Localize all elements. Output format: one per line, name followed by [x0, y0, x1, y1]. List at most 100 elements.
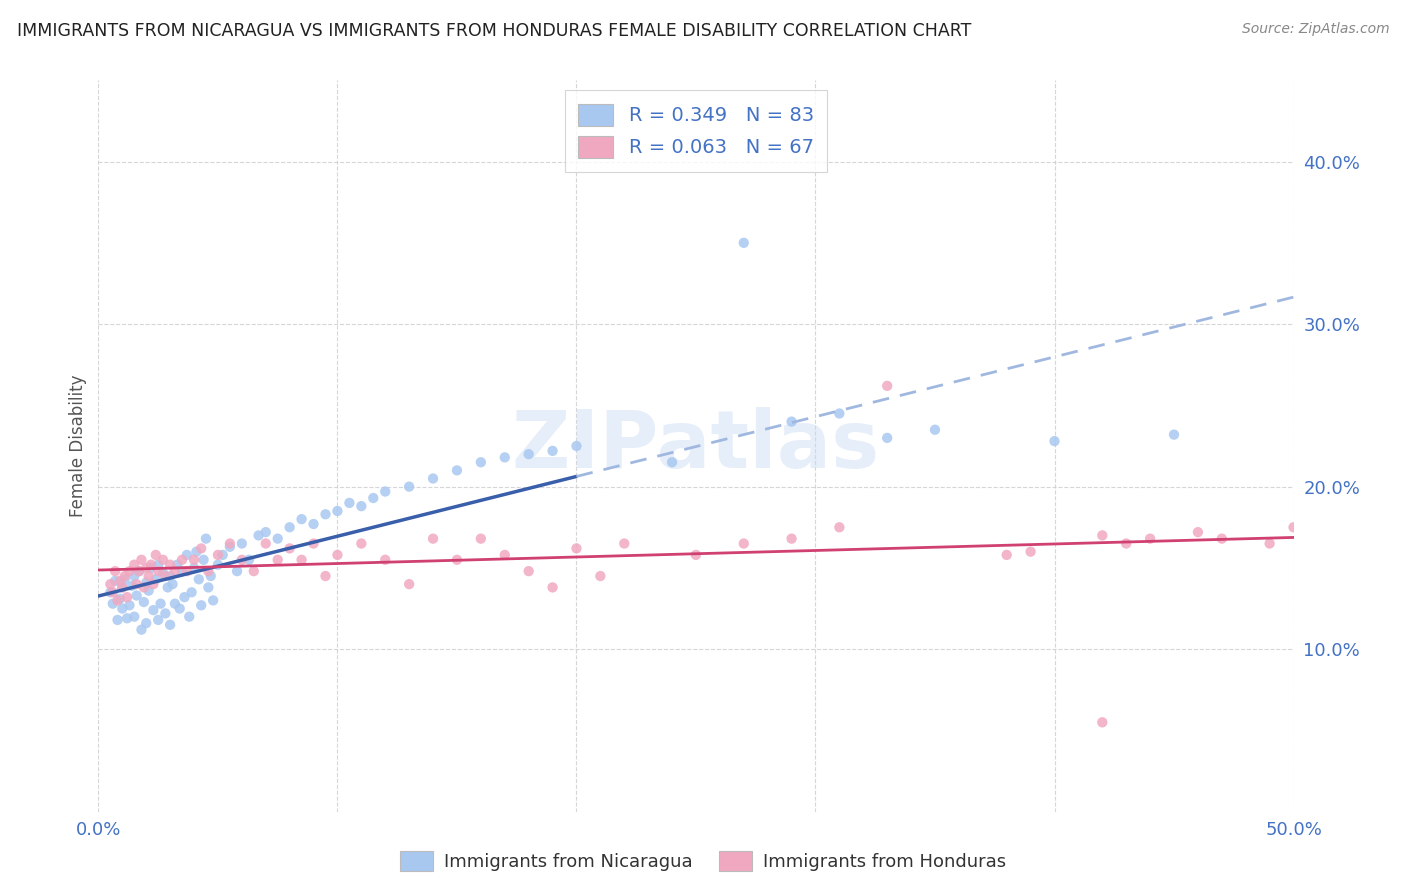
Point — [156, 581, 179, 595]
Text: Source: ZipAtlas.com: Source: ZipAtlas.com — [1241, 22, 1389, 37]
Point — [104, 564, 127, 578]
Point — [145, 572, 167, 586]
Point — [470, 455, 492, 469]
Point — [169, 601, 191, 615]
Point — [183, 553, 205, 567]
Point — [121, 579, 143, 593]
Point — [541, 581, 564, 595]
Point — [231, 536, 253, 550]
Point — [131, 623, 153, 637]
Point — [685, 548, 707, 562]
Point — [247, 528, 270, 542]
Point — [152, 566, 174, 580]
Point — [254, 536, 277, 550]
Point — [172, 553, 194, 567]
Point — [733, 235, 755, 250]
Point — [107, 613, 129, 627]
Point — [107, 593, 129, 607]
Point — [291, 512, 314, 526]
Point — [108, 574, 131, 588]
Point — [339, 496, 361, 510]
Point — [186, 544, 208, 558]
Point — [111, 581, 134, 595]
Point — [128, 564, 150, 578]
Point — [589, 569, 612, 583]
Point — [111, 581, 134, 595]
Point — [780, 532, 803, 546]
Point — [176, 548, 198, 562]
Point — [118, 599, 141, 613]
Point — [780, 415, 803, 429]
Point — [166, 558, 188, 572]
Point — [1139, 532, 1161, 546]
Point — [135, 616, 157, 631]
Point — [876, 431, 898, 445]
Point — [226, 564, 249, 578]
Point — [302, 536, 325, 550]
Point — [828, 407, 851, 421]
Point — [124, 569, 146, 583]
Point — [398, 480, 420, 494]
Point — [108, 591, 131, 606]
Point — [135, 575, 157, 590]
Point — [243, 564, 266, 578]
Point — [197, 564, 219, 578]
Point — [145, 548, 167, 562]
Point — [517, 447, 540, 461]
Point — [494, 548, 516, 562]
Point — [1282, 520, 1305, 534]
Point — [179, 609, 201, 624]
Point — [142, 603, 165, 617]
Point — [422, 532, 444, 546]
Point — [163, 597, 186, 611]
Point — [219, 536, 242, 550]
Point — [148, 558, 170, 572]
Point — [446, 553, 468, 567]
Point — [1115, 536, 1137, 550]
Point — [190, 599, 212, 613]
Point — [114, 569, 136, 583]
Point — [132, 595, 155, 609]
Point — [159, 617, 181, 632]
Point — [613, 536, 636, 550]
Point — [148, 564, 170, 578]
Point — [565, 541, 588, 556]
Point — [101, 597, 124, 611]
Point — [254, 525, 277, 540]
Point — [193, 553, 215, 567]
Point — [138, 569, 160, 583]
Point — [565, 439, 588, 453]
Point — [152, 553, 174, 567]
Point — [211, 548, 233, 562]
Point — [733, 536, 755, 550]
Point — [302, 516, 325, 531]
Point — [98, 577, 122, 591]
Point — [124, 558, 146, 572]
Text: IMMIGRANTS FROM NICARAGUA VS IMMIGRANTS FROM HONDURAS FEMALE DISABILITY CORRELAT: IMMIGRANTS FROM NICARAGUA VS IMMIGRANTS … — [17, 22, 972, 40]
Point — [155, 569, 177, 583]
Point — [131, 553, 153, 567]
Point — [1091, 528, 1114, 542]
Point — [149, 597, 172, 611]
Point — [125, 589, 148, 603]
Point — [98, 585, 122, 599]
Point — [135, 561, 157, 575]
Point — [1091, 715, 1114, 730]
Point — [159, 558, 181, 572]
Point — [1211, 532, 1233, 546]
Point — [159, 569, 181, 583]
Point — [176, 564, 198, 578]
Y-axis label: Female Disability: Female Disability — [69, 375, 87, 517]
Point — [138, 583, 160, 598]
Point — [172, 564, 194, 578]
Point — [101, 585, 124, 599]
Point — [197, 581, 219, 595]
Point — [207, 548, 229, 562]
Point — [278, 520, 301, 534]
Point — [132, 581, 155, 595]
Point — [350, 499, 373, 513]
Point — [326, 504, 349, 518]
Point — [541, 443, 564, 458]
Point — [139, 561, 162, 575]
Point — [1187, 525, 1209, 540]
